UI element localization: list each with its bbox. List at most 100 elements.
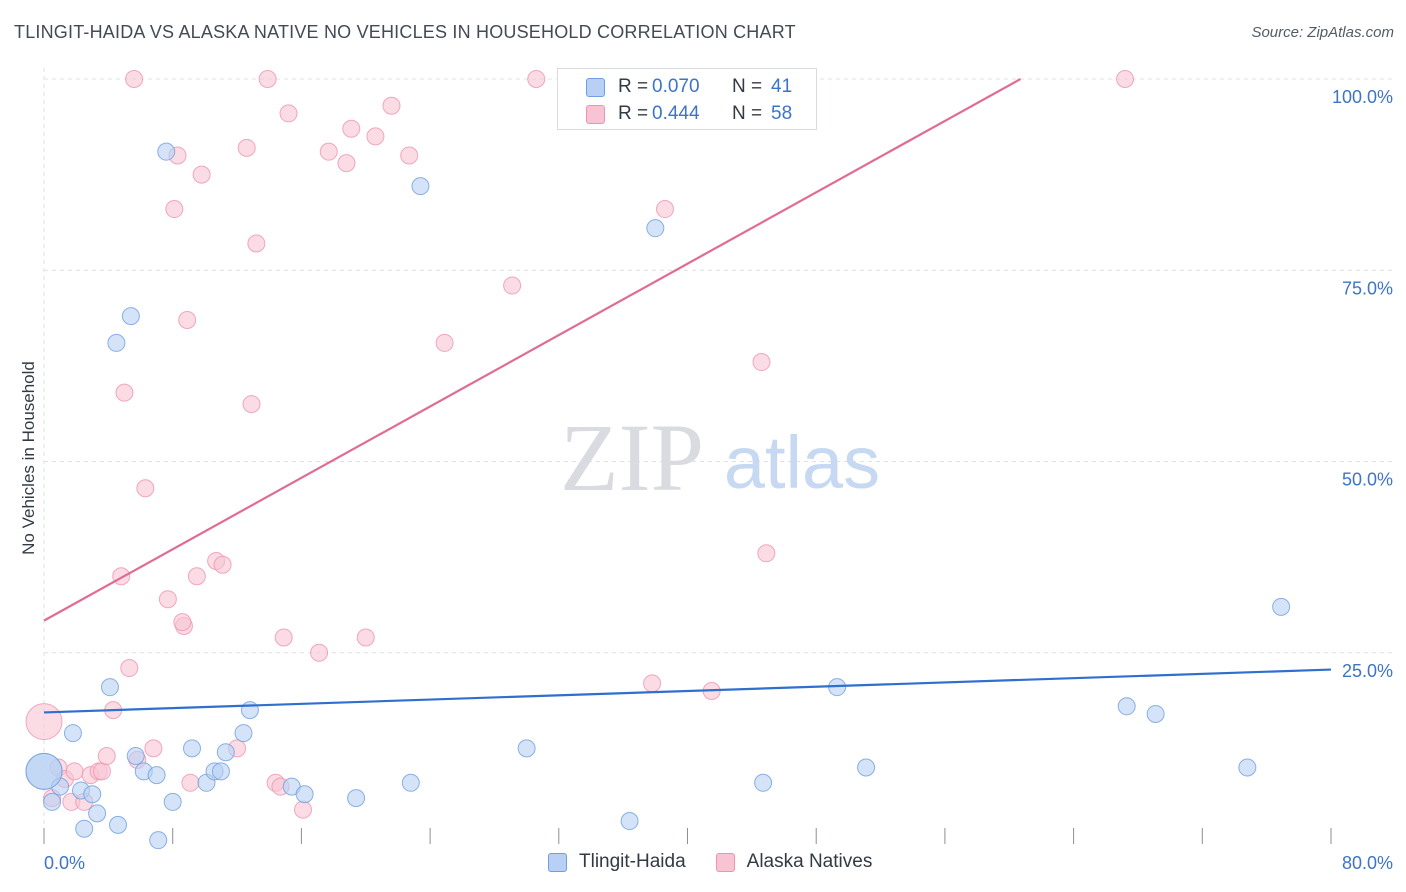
watermark-zip: ZIP <box>560 404 704 511</box>
n-value: 58 <box>771 103 793 124</box>
alaska-natives-point <box>342 119 361 138</box>
tlingit-haida-point <box>183 739 202 758</box>
x-tick-label-max: 80.0% <box>1342 853 1393 873</box>
trend-lines <box>43 78 1332 714</box>
tlingit-haida-point <box>347 789 366 808</box>
tlingit-haida-trend-line <box>43 668 1332 714</box>
alaska-natives-point <box>92 762 111 781</box>
alaska-natives-point <box>115 383 134 402</box>
alaska-natives-point <box>181 773 200 792</box>
axes: 25.0% 50.0% 75.0% 100.0% <box>43 68 1393 844</box>
tlingit-haida-point <box>121 307 140 326</box>
alaska-natives-point <box>643 674 662 693</box>
axis-labels: No Vehicles in Household 0.0% 80.0% <box>19 361 1393 873</box>
alaska-natives-point <box>382 96 401 115</box>
alaska-natives-point <box>527 70 546 88</box>
legend-swatch-pink <box>715 852 735 872</box>
alaska-natives-point <box>173 613 192 632</box>
tlingit-haida-point <box>211 762 230 781</box>
legend-label: Alaska Natives <box>746 851 873 872</box>
alaska-natives-point <box>213 555 232 574</box>
tlingit-haida-point <box>857 758 876 777</box>
tlingit-haida-point <box>88 804 107 823</box>
legend-label: Tlingit-Haida <box>579 851 686 872</box>
y-tick-label: 50.0% <box>1342 470 1393 490</box>
tlingit-haida-point <box>1146 704 1165 723</box>
legend-swatch-blue <box>548 852 567 872</box>
tlingit-haida-point <box>401 773 420 792</box>
alaska-natives-point <box>503 276 522 295</box>
tlingit-haida-point <box>240 701 259 720</box>
y-tick-label: 75.0% <box>1342 278 1393 298</box>
tlingit-haida-point <box>157 142 176 161</box>
tlingit-haida-point <box>63 724 82 743</box>
alaska-natives-point <box>178 310 197 329</box>
alaska-natives-point <box>242 395 261 414</box>
tlingit-haida-point <box>646 219 665 238</box>
source-label: Source: ZipAtlas.com <box>1251 24 1394 41</box>
alaska-natives-point <box>274 628 293 647</box>
alaska-natives-point <box>337 154 356 173</box>
alaska-natives-point <box>136 479 155 498</box>
tlingit-haida-point <box>216 743 235 762</box>
alaska-natives-point <box>237 138 256 157</box>
alaska-natives-point <box>158 590 177 609</box>
watermark-atlas: atlas <box>724 421 880 504</box>
alaska-natives-point <box>356 628 375 647</box>
watermark: ZIP atlas <box>560 404 880 511</box>
tlingit-haida-point <box>163 792 182 811</box>
tlingit-haida-point <box>1117 697 1136 716</box>
alaska-natives-point <box>125 70 144 88</box>
r-value: 0.070 <box>652 76 700 97</box>
legend-item-alaska-natives[interactable]: Alaska Natives <box>715 851 873 873</box>
r-label: R = <box>618 76 649 97</box>
bottom-legend: Tlingit-Haida Alaska Natives <box>548 851 902 873</box>
tlingit-haida-point <box>107 333 126 352</box>
alaska-natives-point <box>294 800 313 819</box>
tlingit-haida-points <box>25 142 1291 850</box>
alaska-natives-point <box>435 333 454 352</box>
tlingit-haida-point <box>234 724 253 743</box>
alaska-natives-points <box>25 70 1135 819</box>
alaska-natives-point <box>97 747 116 766</box>
legend-swatch-pink <box>586 104 605 124</box>
alaska-natives-point <box>310 643 329 662</box>
legend-swatch-blue <box>586 77 605 97</box>
tlingit-haida-point <box>1272 597 1291 616</box>
alaska-natives-point <box>757 544 776 563</box>
tlingit-haida-point <box>126 747 145 766</box>
tlingit-haida-point <box>109 815 128 834</box>
alaska-natives-trend-line <box>43 78 1022 622</box>
n-label: N = <box>732 103 763 124</box>
tlingit-haida-point <box>1238 758 1257 777</box>
alaska-natives-point <box>165 200 184 219</box>
tlingit-haida-point <box>83 785 102 804</box>
legend-item-tlingit-haida[interactable]: Tlingit-Haida <box>548 851 686 873</box>
tlingit-haida-point <box>75 819 94 838</box>
stats-legend: R = 0.070 N = 41 R = 0.444 N = 58 <box>557 68 817 130</box>
alaska-natives-point <box>65 762 84 781</box>
alaska-natives-point <box>258 70 277 88</box>
tlingit-haida-point <box>149 831 168 850</box>
tlingit-haida-point <box>754 773 773 792</box>
alaska-natives-point <box>144 739 163 758</box>
tlingit-haida-point <box>147 766 166 785</box>
tlingit-haida-point <box>620 812 639 831</box>
alaska-natives-point <box>752 353 771 372</box>
y-tick-label: 25.0% <box>1342 661 1393 681</box>
grid-lines <box>44 78 1393 654</box>
y-tick-label: 100.0% <box>1332 87 1393 107</box>
alaska-natives-point <box>247 234 266 253</box>
alaska-natives-point <box>187 567 206 586</box>
r-value: 0.444 <box>652 103 700 124</box>
alaska-natives-point <box>192 165 211 184</box>
alaska-natives-point <box>319 142 338 161</box>
alaska-natives-point <box>1116 70 1135 88</box>
alaska-natives-point <box>25 703 63 741</box>
y-axis-label: No Vehicles in Household <box>19 361 38 555</box>
x-tick-label-min: 0.0% <box>44 853 85 873</box>
r-label: R = <box>618 103 649 124</box>
alaska-natives-point <box>120 659 139 678</box>
n-value: 41 <box>771 76 793 97</box>
